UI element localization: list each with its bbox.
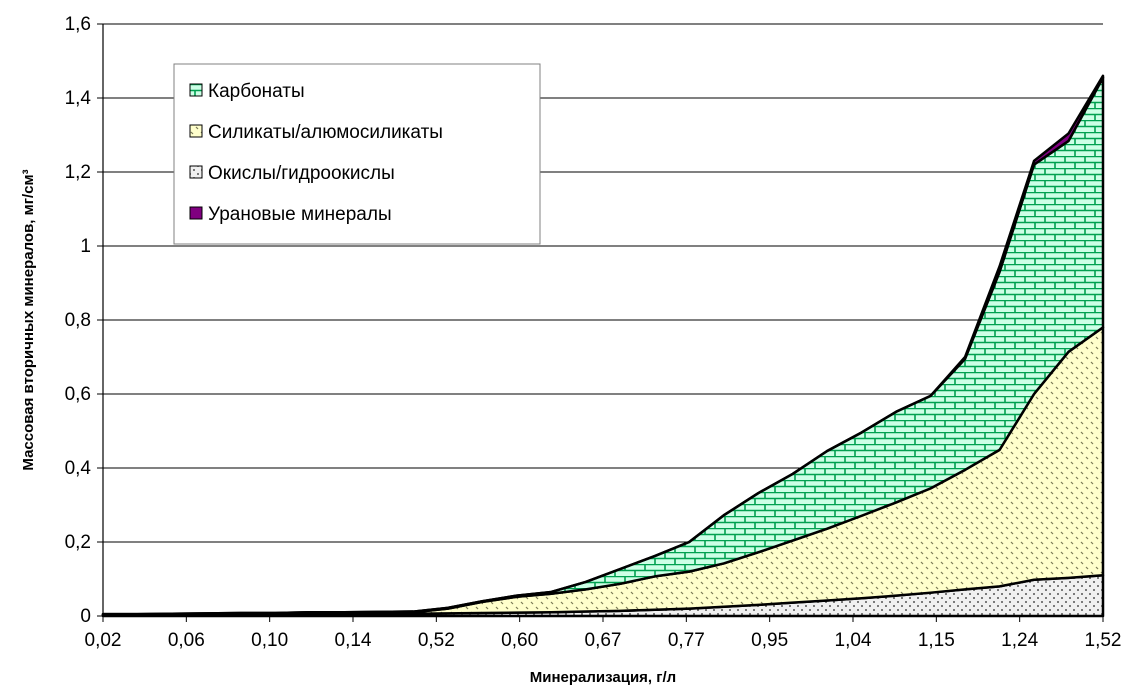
legend-swatch — [189, 206, 203, 220]
legend-label: Урановые минералы — [208, 204, 392, 225]
legend-label: Силикаты/алюмосиликаты — [208, 122, 443, 143]
x-tick-label: 0,02 — [85, 630, 122, 651]
legend-swatch — [189, 165, 203, 179]
x-tick-label: 1,04 — [835, 630, 872, 651]
legend-label: Окислы/гидроокислы — [208, 163, 395, 184]
x-tick-label: 0,60 — [501, 630, 538, 651]
legend-label: Карбонаты — [208, 81, 305, 102]
y-tick-label: 1,6 — [65, 14, 91, 35]
legend: Карбонаты Силикаты/алюмосиликаты Окислы/ги… — [173, 63, 541, 245]
y-tick-label: 0,4 — [65, 458, 92, 479]
legend-swatch — [189, 124, 203, 138]
x-tick-label: 0,67 — [585, 630, 622, 651]
x-tick-label: 0,06 — [168, 630, 205, 651]
y-axis-title: Массовая вторичных минералов, мг/см³ — [20, 169, 37, 470]
x-tick-label: 1,24 — [1001, 630, 1038, 651]
y-tick-label: 0,2 — [65, 532, 91, 553]
y-tick-label: 1,4 — [65, 88, 92, 109]
x-tick-label: 0,14 — [335, 630, 372, 651]
y-tick-label: 1,2 — [65, 162, 91, 183]
x-tick-label: 0,10 — [251, 630, 288, 651]
y-tick-label: 1 — [80, 236, 91, 257]
y-tick-label: 0,8 — [65, 310, 91, 331]
x-axis-title: Минерализация, г/л — [530, 669, 676, 686]
y-tick-label: 0 — [80, 606, 91, 627]
x-tick-label: 0,77 — [668, 630, 705, 651]
legend-swatch — [189, 83, 203, 97]
x-tick-label: 0,52 — [418, 630, 455, 651]
y-tick-label: 0,6 — [65, 384, 91, 405]
x-tick-label: 1,15 — [918, 630, 955, 651]
x-tick-label: 0,95 — [751, 630, 788, 651]
series-area-4 — [101, 74, 1105, 616]
axes: 0 0,2 0,4 0,6 0,8 1 1,2 1,4 1,6 0,02 0,06 0,10 0,14 0… — [65, 14, 1122, 651]
x-tick-label: 1,52 — [1085, 630, 1122, 651]
legend-box — [173, 63, 541, 245]
stacked-areas — [101, 74, 1105, 618]
